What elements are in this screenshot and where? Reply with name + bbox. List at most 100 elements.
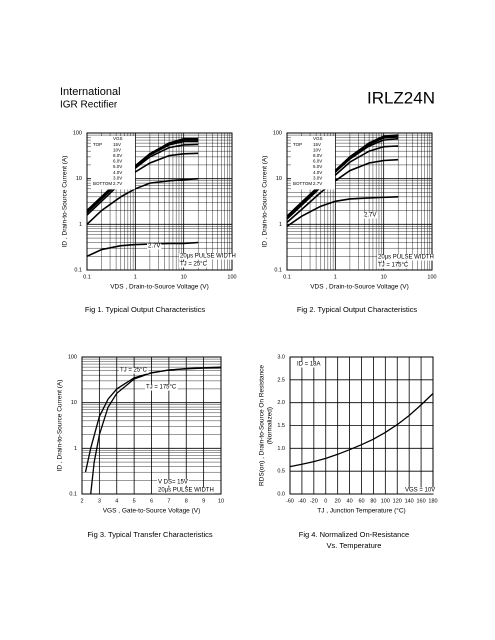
- y-axis-label: (Normalized): [267, 407, 274, 444]
- y-tick-label: 0.0: [277, 491, 285, 497]
- x-tick-label: 120: [393, 498, 402, 504]
- y-tick-label: 10: [276, 176, 282, 182]
- annotation: 2.7V: [148, 244, 160, 250]
- annotation-background: [377, 254, 435, 261]
- x-tick-label: 3: [98, 498, 101, 504]
- y-tick-label: 1: [79, 222, 82, 228]
- x-axis-label: VDS , Drain-to-Source Voltage (V): [110, 284, 209, 291]
- y-tick-label: 10: [76, 176, 82, 182]
- x-tick-label: 140: [405, 498, 414, 504]
- legend-label: TOP: [293, 142, 302, 147]
- annotation-background: [296, 361, 322, 368]
- y-tick-label: 0.1: [274, 267, 282, 273]
- annotation-background: [145, 384, 178, 391]
- annotation: V DS= 15V: [158, 480, 188, 486]
- x-tick-label: 100: [427, 274, 436, 280]
- company-name: International: [60, 86, 121, 98]
- y-tick-label: 1: [279, 222, 282, 228]
- x-tick-label: 60: [358, 498, 364, 504]
- legend-entry: 8.0V: [113, 153, 122, 158]
- annotation-background: [179, 261, 209, 268]
- figure-caption: Fig 3. Typical Transfer Characteristics: [87, 530, 213, 539]
- x-tick-label: 0.1: [83, 274, 91, 280]
- y-tick-label: 1: [74, 446, 77, 452]
- y-axis-label: RDS(on) , Drain-to-Source On Resistance: [259, 365, 266, 486]
- x-tick-label: -40: [298, 498, 306, 504]
- x-tick-label: -60: [286, 498, 294, 504]
- legend-label: BOTTOM: [293, 181, 312, 186]
- data-line: [289, 393, 434, 468]
- annotation-background: [157, 487, 215, 494]
- legend-entry: 6.0V: [313, 159, 322, 164]
- data-line: [86, 143, 199, 214]
- legend-box: [91, 136, 135, 190]
- y-tick-label: 0.5: [277, 469, 285, 475]
- legend-box: [291, 136, 335, 190]
- annotation: 2.7V: [364, 213, 376, 219]
- x-tick-label: 10: [218, 498, 224, 504]
- data-line: [86, 152, 199, 216]
- annotation-background: [377, 262, 410, 269]
- legend-entry: 8.0V: [313, 153, 322, 158]
- legend-entry: 3.0V: [313, 175, 322, 180]
- annotation-background: [179, 253, 237, 260]
- x-tick-label: -20: [310, 498, 318, 504]
- plot-frame: [86, 132, 233, 271]
- x-tick-label: 100: [227, 274, 236, 280]
- x-tick-label: 5: [133, 498, 136, 504]
- x-tick-label: 9: [202, 498, 205, 504]
- y-tick-label: 2.5: [277, 377, 285, 383]
- data-line: [86, 177, 199, 225]
- y-tick-label: 100: [73, 130, 82, 136]
- y-tick-label: 3.0: [277, 354, 285, 360]
- x-axis-label: VDS , Drain-to-Source Voltage (V): [310, 284, 409, 291]
- legend-entry: 3.0V: [113, 175, 122, 180]
- x-tick-label: 0: [324, 498, 327, 504]
- legend-entry: 15V: [313, 142, 321, 147]
- legend-entry: 10V: [313, 147, 321, 152]
- x-axis-label: VGS , Gate-to-Source Voltage (V): [103, 508, 201, 515]
- annotation: 20µs PULSE WIDTH: [180, 254, 236, 260]
- annotation: VGS = 10V: [405, 488, 435, 494]
- x-axis-label: TJ , Junction Temperature (°C): [317, 507, 405, 515]
- x-tick-label: 1: [134, 274, 137, 280]
- legend-entry: 5.0V: [113, 164, 122, 169]
- figure-caption: Fig 1. Typical Output Characteristics: [85, 305, 206, 314]
- y-axis-label: ID , Drain-to-Source Current (A): [57, 380, 64, 472]
- annotation: TJ = 25°C: [180, 262, 208, 268]
- legend-entry: 4.0V: [313, 170, 322, 175]
- plot-frame: [81, 356, 222, 495]
- data-line: [286, 158, 399, 223]
- annotation-background: [404, 487, 437, 494]
- plot-frame: [286, 132, 433, 271]
- annotation: 20µs PULSE WIDTH: [378, 255, 434, 261]
- legend-label: TOP: [93, 142, 102, 147]
- x-tick-label: 10: [381, 274, 387, 280]
- y-axis-label: ID , Drain-to-Source Current (A): [262, 156, 269, 248]
- data-line: [286, 196, 399, 228]
- annotation-background: [157, 479, 189, 486]
- legend-entry: 6.0V: [113, 159, 122, 164]
- x-tick-label: 160: [416, 498, 425, 504]
- part-number: IRLZ24N: [367, 88, 435, 107]
- x-tick-label: 4: [115, 498, 118, 504]
- y-tick-label: 100: [68, 354, 77, 360]
- y-tick-label: 0.1: [74, 267, 82, 273]
- y-tick-label: 100: [273, 130, 282, 136]
- annotation: 20µs PULSE WIDTH: [158, 488, 214, 494]
- legend-entry: 5.0V: [313, 164, 322, 169]
- legend-title: VGS: [313, 136, 323, 141]
- data-line: [286, 137, 399, 219]
- x-tick-label: 6: [150, 498, 153, 504]
- x-tick-label: 0.1: [283, 274, 291, 280]
- annotation: ID = 18A: [297, 362, 321, 368]
- y-tick-label: 2.0: [277, 400, 285, 406]
- y-tick-label: 1.0: [277, 446, 285, 452]
- data-line: [286, 145, 399, 220]
- plot-frame: [289, 356, 434, 495]
- legend-entry: 15V: [113, 142, 121, 147]
- figure-caption: Fig 4. Normalized On-Resistance: [299, 530, 409, 539]
- company-name: IGR Rectifier: [60, 100, 118, 111]
